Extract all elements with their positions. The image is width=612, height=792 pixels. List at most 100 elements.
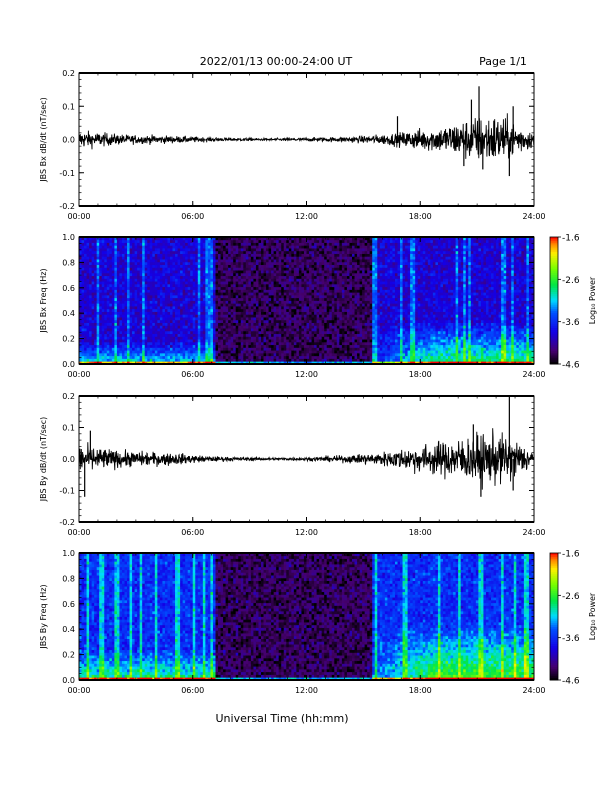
spectrogram-cell [286, 322, 290, 326]
spectrogram-cell [170, 281, 173, 285]
spectrogram-cell [334, 317, 338, 321]
spectrogram-cell [276, 341, 280, 346]
spectrogram-cell [162, 308, 166, 312]
spectrogram-cell [114, 303, 118, 307]
spectrogram-cell [261, 300, 264, 304]
spectrogram-cell [91, 239, 95, 243]
spectrogram-cell [223, 237, 227, 241]
spectrogram-cell [291, 308, 295, 312]
spectrogram-cell [144, 339, 148, 343]
spectrogram-cell [147, 317, 151, 321]
spectrogram-cell [329, 248, 333, 252]
spectrogram-cell [159, 355, 163, 359]
spectrogram-cell [278, 248, 282, 252]
spectrogram-cell [142, 325, 146, 329]
spectrogram-cell [314, 242, 318, 246]
spectrogram-cell [288, 341, 292, 346]
spectrogram-cell [124, 317, 128, 321]
spectrogram-cell [238, 286, 242, 290]
spectrogram-cell [278, 317, 282, 321]
spectrogram-cell [127, 292, 130, 296]
spectrogram-cell [137, 248, 141, 252]
spectrogram-cell [250, 242, 254, 246]
spectrogram-cell [187, 270, 191, 274]
spectrogram-cell [164, 272, 168, 277]
spectrogram-cell [248, 303, 252, 307]
spectrogram-cell [134, 278, 138, 282]
spectrogram-cell [99, 256, 103, 260]
spectrogram-cell [212, 259, 216, 263]
spectrogram-cell [192, 336, 196, 340]
spectrogram-cell [202, 333, 206, 337]
spectrogram-cell [109, 264, 113, 268]
spectrogram-cell [172, 300, 176, 304]
spectrogram-cell [197, 272, 201, 277]
spectrogram-cell [101, 322, 105, 326]
spectrogram-cell [139, 322, 143, 326]
spectrogram-cell [283, 328, 287, 332]
spectrogram-cell [301, 308, 305, 312]
spectrogram-cell [276, 239, 280, 243]
spectrogram-cell [170, 314, 173, 318]
spectrogram-cell [89, 294, 93, 299]
spectrogram-cell [134, 339, 138, 343]
spectrogram-cell [170, 267, 173, 271]
spectrogram-cell [152, 311, 156, 315]
spectrogram-cell [187, 311, 191, 315]
spectrogram-cell [235, 300, 239, 304]
spectrogram-cell [341, 267, 345, 271]
spectrogram-cell [301, 311, 305, 315]
spectrogram-cell [311, 300, 315, 304]
spectrogram-cell [127, 308, 130, 312]
spectrogram-cell [119, 341, 123, 346]
spectrogram-cell [139, 325, 143, 329]
spectrogram-cell [121, 306, 125, 310]
spectrogram-cell [177, 330, 181, 335]
spectrogram-cell [283, 361, 287, 365]
spectrogram-cell [212, 303, 216, 307]
spectrogram-cell [321, 344, 325, 348]
spectrogram-cell [152, 294, 156, 299]
spectrogram-cell [324, 358, 328, 362]
spectrogram-cell [96, 306, 100, 310]
spectrogram-cell [187, 344, 191, 348]
spectrogram-cell [137, 250, 141, 254]
spectrogram-cell [286, 355, 290, 359]
spectrogram-cell [341, 283, 345, 288]
spectrogram-cell [202, 361, 206, 365]
spectrogram-cell [197, 281, 201, 285]
spectrogram-cell [162, 322, 166, 326]
spectrogram-cell [149, 250, 153, 254]
spectrogram-cell [301, 286, 305, 290]
spectrogram-cell [86, 352, 90, 357]
spectrogram-cell [195, 311, 199, 315]
spectrogram-cell [182, 311, 186, 315]
spectrogram-cell [268, 281, 272, 285]
spectrogram-cell [334, 272, 338, 277]
spectrogram-cell [303, 330, 307, 335]
spectrogram-cell [167, 344, 171, 348]
spectrogram-cell [84, 261, 87, 266]
spectrogram-cell [296, 303, 300, 307]
spectrogram-cell [303, 328, 307, 332]
spectrogram-cell [144, 361, 148, 365]
spectrogram-cell [258, 267, 262, 271]
spectrogram-cell [243, 270, 247, 274]
spectrogram-cell [109, 261, 113, 266]
spectrogram-cell [187, 248, 191, 252]
spectrogram-cell [223, 350, 227, 354]
spectrogram-cell [137, 306, 141, 310]
spectrogram-cell [91, 264, 95, 268]
spectrogram-cell [91, 242, 95, 246]
spectrogram-cell [321, 352, 325, 357]
spectrogram-cell [86, 361, 90, 365]
spectrogram-cell [134, 289, 138, 293]
spectrogram-cell [210, 344, 214, 348]
spectrogram-cell [195, 355, 199, 359]
spectrogram-cell [228, 300, 232, 304]
spectrogram-cell [164, 352, 168, 357]
spectrogram-cell [99, 289, 103, 293]
spectrogram-cell [144, 328, 148, 332]
spectrogram-cell [197, 322, 201, 326]
